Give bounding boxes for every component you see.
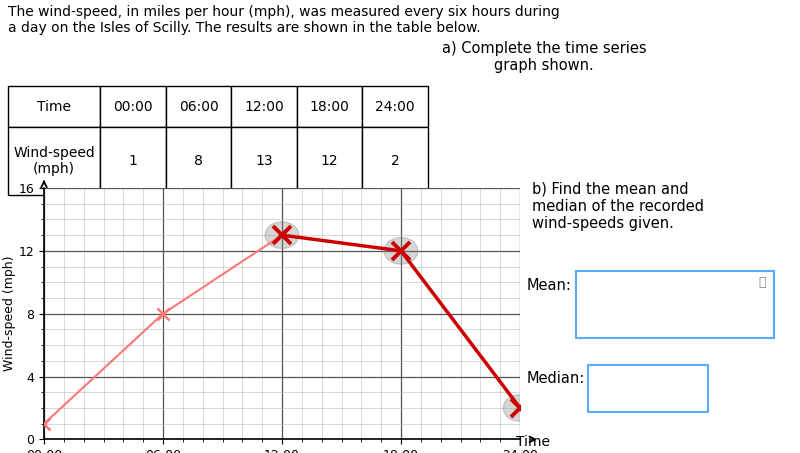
Text: Median:: Median: [526, 371, 585, 386]
Circle shape [265, 222, 299, 249]
Circle shape [503, 395, 537, 421]
Text: Time: Time [516, 435, 550, 449]
Text: The wind-speed, in miles per hour (mph), was measured every six hours during
a d: The wind-speed, in miles per hour (mph),… [8, 5, 560, 35]
Text: b) Find the mean and
median of the recorded
wind-speeds given.: b) Find the mean and median of the recor… [532, 181, 704, 231]
FancyBboxPatch shape [577, 271, 774, 338]
Text: a) Complete the time series
graph shown.: a) Complete the time series graph shown. [442, 41, 646, 73]
Y-axis label: Wind-speed (mph): Wind-speed (mph) [2, 256, 16, 371]
Text: Mean:: Mean: [526, 278, 571, 293]
Text: ➕: ➕ [758, 276, 766, 289]
Circle shape [384, 237, 418, 264]
FancyBboxPatch shape [588, 365, 708, 412]
